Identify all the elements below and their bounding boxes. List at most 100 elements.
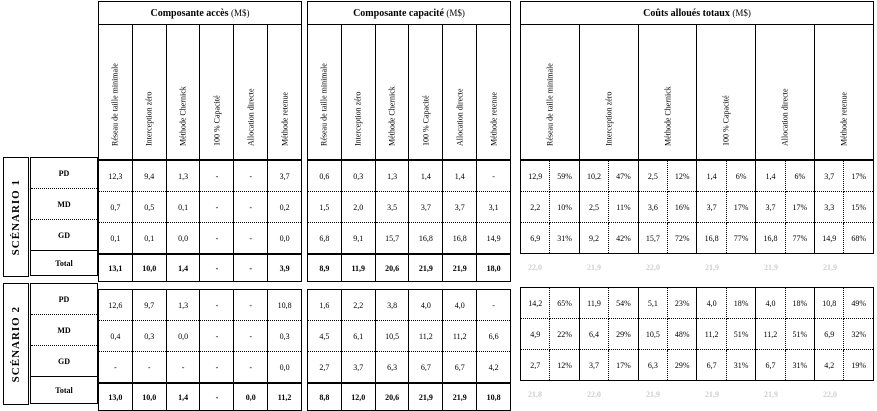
block-capacite: Composante capacité (M$) Réseau de taill… bbox=[307, 1, 511, 411]
capacite-cell: 4,0 bbox=[442, 289, 478, 321]
capacite-cell: 6,6 bbox=[476, 320, 511, 352]
acces-row: 12,3 9,4 1,3- -3,7 bbox=[98, 160, 302, 192]
couts-cell: 42% bbox=[608, 222, 639, 254]
couts-cell: 2,2 bbox=[519, 191, 551, 223]
acces-method-header: 100 % Capacité bbox=[199, 24, 235, 160]
couts-cell: 6,3 bbox=[637, 349, 669, 381]
capacite-total-cell: 21,9 bbox=[442, 383, 478, 411]
capacite-row: 2,7 3,7 6,3 6,7 6,7 4,2 bbox=[307, 351, 511, 383]
couts-cell: 4,0 bbox=[755, 287, 786, 319]
couts-cell: 6,9 bbox=[519, 222, 551, 254]
couts-method-header: Méthode Chernick bbox=[637, 24, 698, 160]
couts-cell: 54% bbox=[608, 287, 639, 319]
couts-method-label: Méthode Chernick bbox=[663, 86, 673, 146]
acces-cell: 0,7 bbox=[98, 191, 133, 223]
capacite-cell: 4,0 bbox=[408, 289, 444, 321]
acces-method-header: Interception zéro bbox=[131, 24, 167, 160]
couts-title-text: Coûts alloués totaux bbox=[643, 7, 730, 19]
couts-title: Coûts alloués totaux (M$) bbox=[520, 1, 874, 25]
couts-cell: 10,2 bbox=[578, 160, 610, 192]
acces-s2-table: 12,6 9,7 1,3- -10,8 0,4 0,3 0,0- -0,3- - - - -0,0 bbox=[98, 289, 302, 383]
couts-cell: 29% bbox=[608, 318, 639, 350]
couts-total-cell: 22,0 bbox=[823, 389, 837, 399]
capacite-method-header: Interception zéro bbox=[340, 24, 376, 160]
s1-row-labels: PD MD GD bbox=[30, 157, 98, 251]
couts-total-cell: 21,8 bbox=[528, 389, 542, 399]
capacite-cell: 4,2 bbox=[476, 351, 511, 383]
capacite-method-label: Allocation directe bbox=[455, 88, 465, 146]
capacite-cell: 11,2 bbox=[408, 320, 444, 352]
couts-total-cell: 22,0 bbox=[646, 262, 660, 272]
couts-method-label: 100 % Capacité bbox=[721, 95, 731, 146]
capacite-total-cell: 20,6 bbox=[374, 383, 410, 411]
couts-method-header: Allocation directe bbox=[755, 24, 816, 160]
couts-cell: 3,7 bbox=[578, 349, 610, 381]
couts-row: 14,2 65% 11,9 54% 5,1 23% 4,0 18% 4,0 18% 10,8 49% bbox=[519, 287, 874, 319]
couts-cell: 31% bbox=[785, 349, 816, 381]
capacite-cell: 3,7 bbox=[442, 191, 478, 223]
capacite-method-label: Méthode retenue bbox=[489, 92, 499, 146]
capacite-cell: 1,6 bbox=[307, 289, 342, 321]
acces-total-cell: 1,4 bbox=[165, 254, 201, 282]
capacite-cell: 6,7 bbox=[408, 351, 444, 383]
capacite-cell: 11,2 bbox=[442, 320, 478, 352]
row-label-gd: GD bbox=[30, 219, 98, 251]
acces-total-row: 13,0 10,0 1,4-0,0 11,2 bbox=[98, 383, 302, 411]
couts-method-header: Interception zéro bbox=[578, 24, 639, 160]
acces-cell: 0,0 bbox=[267, 351, 302, 383]
capacite-cell: 1,3 bbox=[374, 160, 410, 192]
acces-cell: 10,8 bbox=[267, 289, 302, 321]
acces-cell: - bbox=[131, 351, 167, 383]
capacite-cell: 14,9 bbox=[476, 222, 511, 254]
couts-cell: 2,7 bbox=[519, 349, 551, 381]
capacite-cell: 1,4 bbox=[408, 160, 444, 192]
row-label-pd: PD bbox=[30, 157, 98, 189]
s1-total-label: Total bbox=[30, 250, 98, 276]
capacite-cell: 2,2 bbox=[340, 289, 376, 321]
couts-total-cell: 21,9 bbox=[646, 389, 660, 399]
couts-cell: 14,2 bbox=[519, 287, 551, 319]
couts-cell: 51% bbox=[785, 318, 816, 350]
acces-method-label: 100 % Capacité bbox=[212, 95, 222, 146]
couts-method-header: Méthode retenue bbox=[814, 24, 874, 160]
capacite-cell: - bbox=[476, 160, 511, 192]
acces-cell: - bbox=[233, 160, 269, 192]
row-label-pd: PD bbox=[30, 283, 98, 315]
couts-total-cell: 21,9 bbox=[823, 262, 837, 272]
couts-cell: 2,5 bbox=[637, 160, 669, 192]
scenario1-label-box: SCÉNARIO 1 bbox=[3, 157, 29, 277]
capacite-total-cell: 10,8 bbox=[476, 383, 511, 411]
row-label-total: Total bbox=[55, 385, 73, 395]
capacite-total-cell: 21,9 bbox=[408, 383, 444, 411]
couts-cell: 31% bbox=[726, 349, 757, 381]
acces-total-cell: - bbox=[199, 383, 235, 411]
capacite-total-row: 8,9 11,9 20,6 21,9 21,9 18,0 bbox=[307, 254, 511, 282]
capacite-cell: 3,7 bbox=[340, 351, 376, 383]
capacite-title-text: Composante capacité bbox=[353, 7, 444, 19]
capacite-cell: - bbox=[476, 289, 511, 321]
capacite-cell: 3,5 bbox=[374, 191, 410, 223]
acces-total-cell: 13,1 bbox=[98, 254, 133, 282]
capacite-cell: 1,5 bbox=[307, 191, 342, 223]
couts-cell: 77% bbox=[785, 222, 816, 254]
capacite-cell: 4,5 bbox=[307, 320, 342, 352]
couts-cell: 3,7 bbox=[755, 191, 786, 223]
couts-s1-total: 22,0 21,9 22,0 21,9 21,9 21,9 bbox=[520, 254, 874, 280]
couts-cell: 10,5 bbox=[637, 318, 669, 350]
couts-total-row: 22,0 21,9 22,0 21,9 21,9 21,9 bbox=[520, 254, 874, 280]
capacite-cell: 1,4 bbox=[442, 160, 478, 192]
block-acces: Composante accès (M$) Réseau de taille m… bbox=[98, 1, 302, 411]
acces-title: Composante accès (M$) bbox=[98, 1, 302, 25]
capacite-cell: 9,1 bbox=[340, 222, 376, 254]
capacite-method-header: Méthode Chernick bbox=[374, 24, 410, 160]
row-label-md: MD bbox=[30, 188, 98, 220]
capacite-method-header: Allocation directe bbox=[442, 24, 478, 160]
acces-cell: - bbox=[199, 351, 235, 383]
acces-cell: 0,3 bbox=[267, 320, 302, 352]
acces-row: 0,7 0,5 0,1- -0,2 bbox=[98, 191, 302, 223]
acces-cell: - bbox=[199, 222, 235, 254]
acces-cell: 1,3 bbox=[165, 289, 201, 321]
capacite-cell: 6,8 bbox=[307, 222, 342, 254]
couts-method-label: Méthode retenue bbox=[839, 92, 849, 146]
couts-cell: 59% bbox=[549, 160, 580, 192]
